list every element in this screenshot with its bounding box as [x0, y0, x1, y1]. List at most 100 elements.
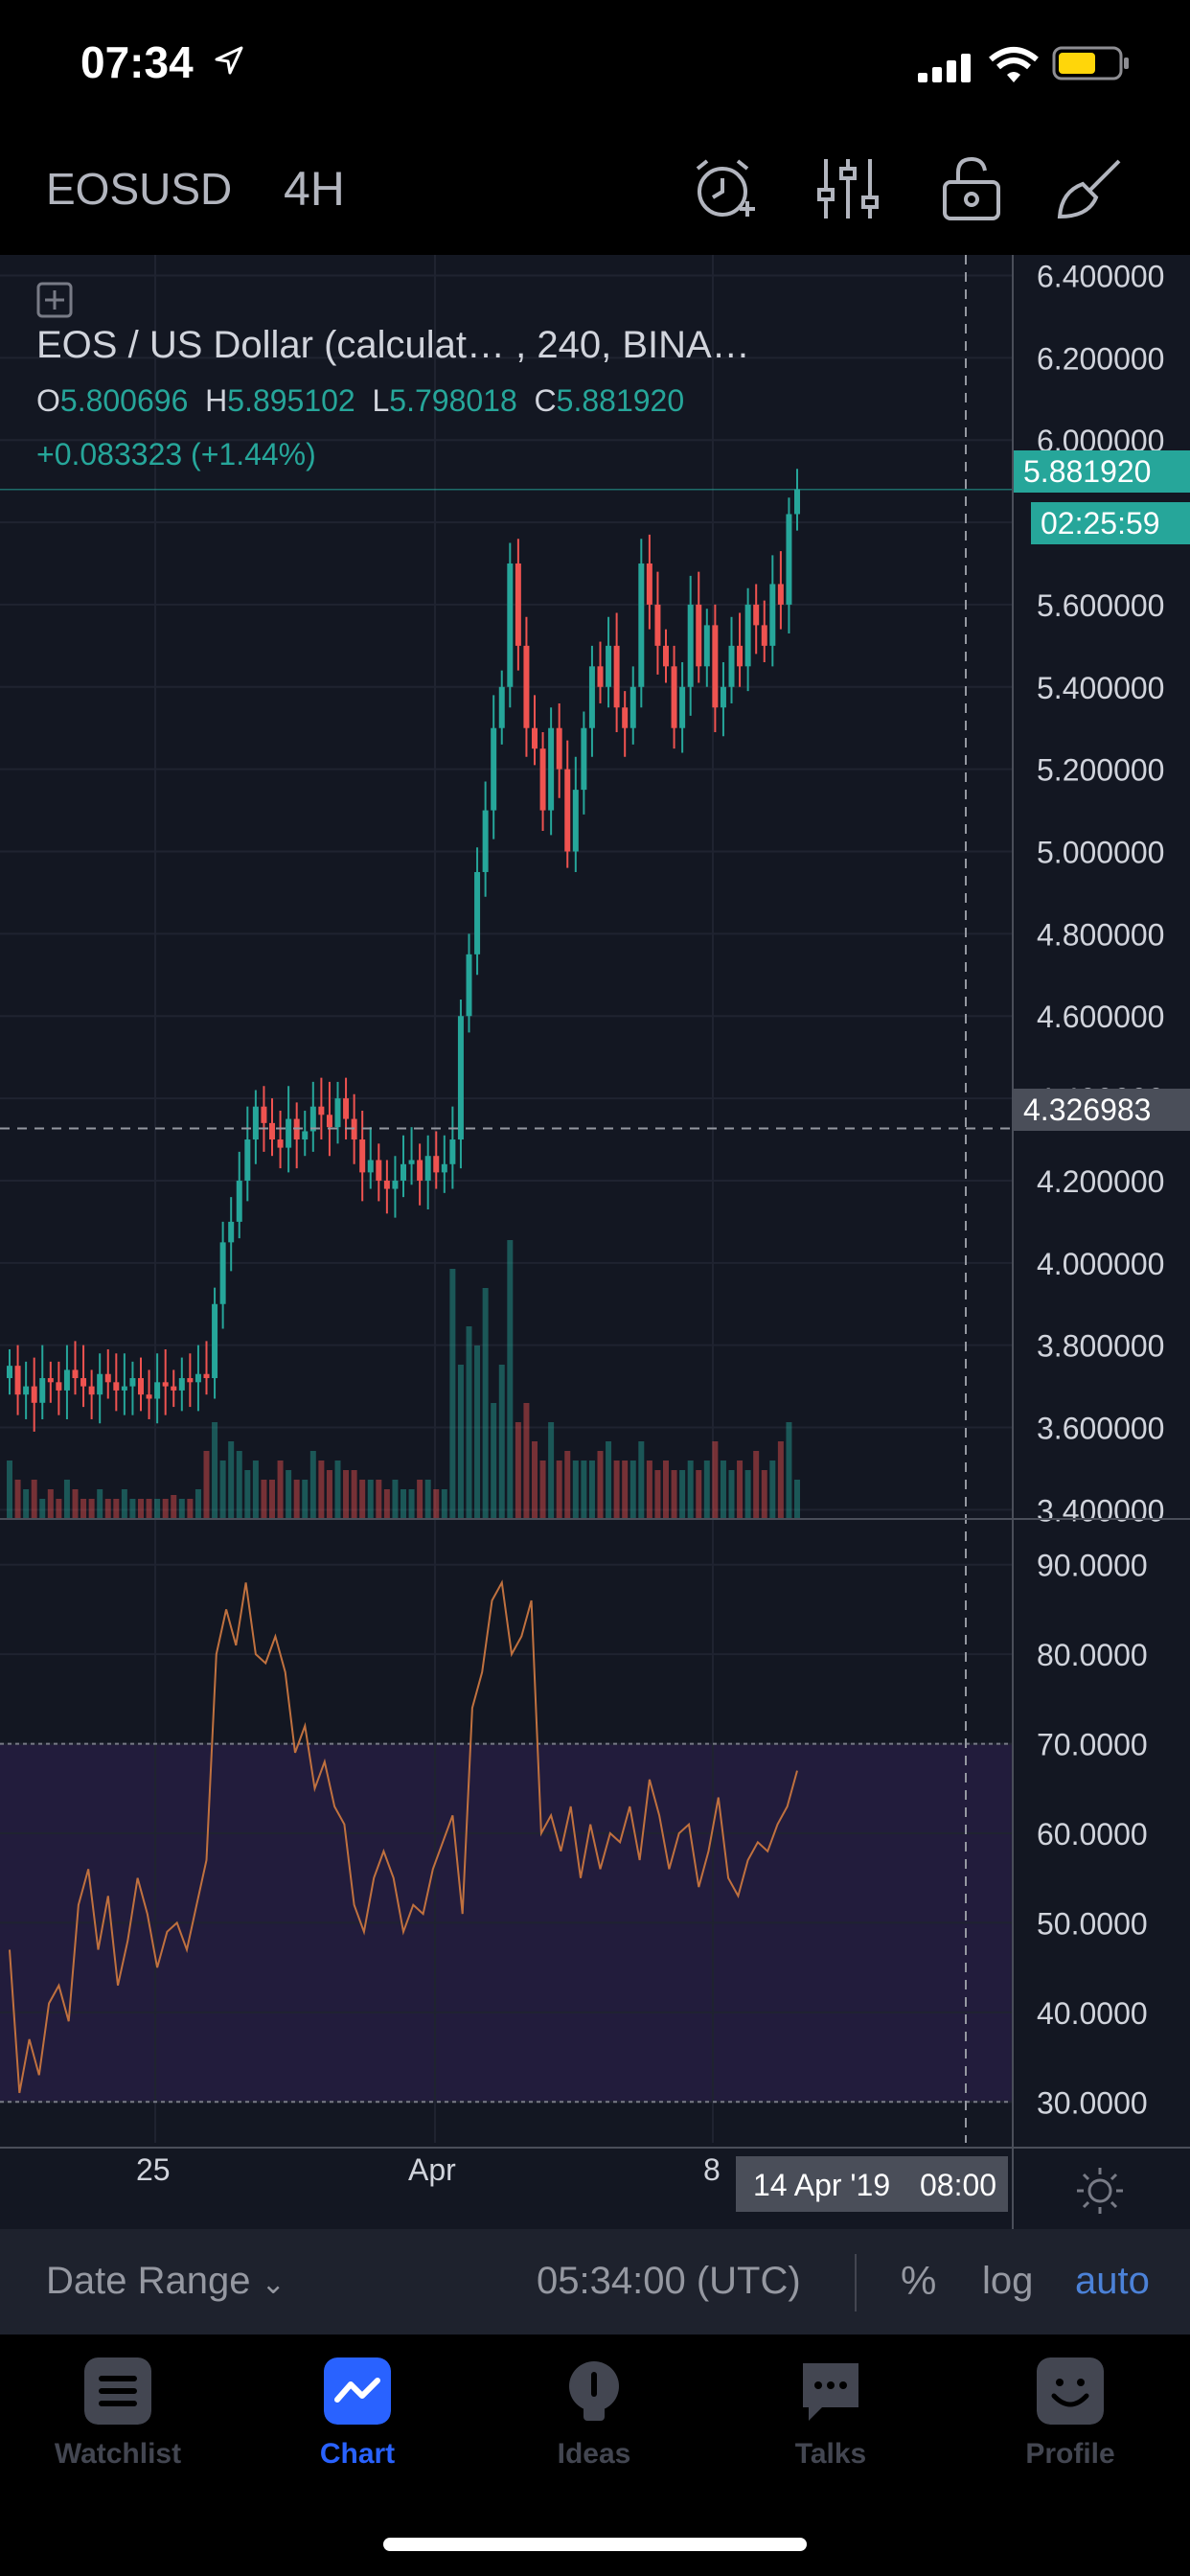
price-axis-label: 3.600000	[1037, 1412, 1164, 1446]
candle-body	[588, 666, 595, 728]
volume-bar	[138, 1499, 144, 1518]
candle-body	[663, 645, 669, 667]
candle-body	[629, 686, 636, 728]
candle-body	[457, 1016, 464, 1140]
candle-body	[417, 1160, 423, 1181]
candle-body	[326, 1115, 332, 1128]
auto-scale-toggle[interactable]: auto	[1075, 2260, 1150, 2302]
indicators-settings-icon[interactable]	[812, 153, 883, 224]
volume-bar	[293, 1480, 300, 1518]
price-axis-label: 5.600000	[1037, 588, 1164, 623]
volume-bar	[794, 1480, 800, 1518]
price-chart[interactable]: 6.4000006.2000006.0000005.8000005.600000…	[0, 255, 1190, 2143]
crosshair-date-tag: 14 Apr '19 08:00	[736, 2156, 1008, 2212]
percent-scale-toggle[interactable]: %	[901, 2258, 937, 2303]
date-range-button[interactable]: Date Range ⌄	[46, 2260, 286, 2303]
tab-watchlist[interactable]: Watchlist	[22, 2358, 214, 2471]
volume-bar	[457, 1365, 464, 1518]
volume-bar	[261, 1480, 267, 1518]
crosshair-price-tag: 4.326983	[1014, 1089, 1190, 1131]
candle-body	[539, 748, 546, 811]
drawing-tools-icon[interactable]	[1054, 153, 1125, 224]
volume-bar	[507, 1240, 514, 1518]
volume-bar	[564, 1451, 571, 1518]
volume-bar	[195, 1489, 201, 1518]
volume-bar	[309, 1451, 316, 1518]
volume-bar	[482, 1288, 489, 1518]
volume-bar	[7, 1460, 12, 1518]
symbol-button[interactable]: EOSUSD	[46, 164, 233, 214]
candle-body	[309, 1106, 316, 1132]
log-scale-toggle[interactable]: log	[982, 2260, 1034, 2302]
volume-bar	[654, 1470, 661, 1518]
price-axis-label: 5.000000	[1037, 836, 1164, 870]
candle-body	[728, 645, 735, 687]
chart-title[interactable]: EOS / US Dollar (calculat… , 240, BINA…	[36, 324, 750, 366]
candle-body	[564, 769, 571, 852]
last-price-tag: 5.881920	[1014, 450, 1190, 493]
candle-body	[474, 871, 481, 954]
candle-body	[433, 1156, 440, 1173]
tab-chart[interactable]: Chart	[262, 2358, 453, 2471]
volume-bar	[572, 1460, 579, 1518]
chart-toolbar	[0, 134, 1190, 255]
volume-bar	[744, 1470, 751, 1518]
volume-bar	[39, 1499, 46, 1518]
volume-bar	[113, 1499, 120, 1518]
volume-bar	[703, 1460, 710, 1518]
candle-body	[606, 645, 612, 687]
candle-body	[491, 727, 497, 811]
candle-body	[556, 727, 562, 770]
volume-bar	[72, 1489, 79, 1518]
price-axis-label: 4.000000	[1037, 1247, 1164, 1281]
candle-body	[523, 645, 530, 728]
candle-body	[154, 1382, 161, 1399]
volume-bar	[351, 1470, 357, 1518]
candle-body	[23, 1386, 30, 1395]
interval-button[interactable]: 4H	[284, 162, 345, 216]
open-value: 5.800696	[59, 383, 189, 418]
tab-label: Ideas	[557, 2438, 631, 2470]
alarm-add-icon[interactable]	[688, 153, 759, 224]
tab-profile[interactable]: Profile	[974, 2358, 1166, 2471]
unlock-icon[interactable]	[937, 153, 1008, 224]
candle-body	[712, 625, 719, 708]
expand-legend-icon[interactable]	[36, 282, 73, 318]
candle-body	[786, 514, 792, 605]
volume-bar	[646, 1460, 652, 1518]
volume-bar	[129, 1499, 136, 1518]
volume-bar	[31, 1480, 37, 1518]
volume-bar	[556, 1460, 562, 1518]
price-axis-label: 6.400000	[1037, 259, 1164, 293]
tab-talks[interactable]: Talks	[735, 2358, 927, 2471]
volume-bar	[466, 1326, 472, 1518]
volume-bar	[236, 1451, 242, 1518]
volume-bar	[687, 1460, 694, 1518]
rsi-axis-label: 50.0000	[1037, 1906, 1148, 1941]
rsi-line	[9, 1579, 798, 2094]
crosshair-date: 14 Apr '19	[753, 2168, 891, 2202]
candle-body	[532, 727, 538, 749]
price-axis-label: 6.200000	[1037, 341, 1164, 376]
candle-body	[622, 707, 629, 728]
candle-body	[548, 727, 555, 811]
tab-label: Talks	[794, 2438, 867, 2470]
candle-body	[581, 727, 587, 791]
pane-separator[interactable]	[0, 1518, 1190, 1520]
candle-body	[720, 686, 726, 708]
cellular-signal-icon	[918, 54, 971, 82]
volume-bar	[334, 1460, 341, 1518]
utc-clock[interactable]: 05:34:00 (UTC)	[537, 2260, 801, 2302]
tab-ideas[interactable]: Ideas	[498, 2358, 690, 2471]
crosshair-time: 08:00	[920, 2168, 997, 2202]
candle-body	[47, 1378, 54, 1383]
candle-body	[679, 686, 686, 728]
sun-icon[interactable]	[1075, 2166, 1125, 2216]
candle-body	[424, 1156, 431, 1181]
candle-body	[138, 1378, 144, 1395]
volume-bar	[629, 1460, 636, 1518]
volume-bar	[679, 1470, 686, 1518]
volume-bar	[277, 1460, 284, 1518]
candle-body	[753, 604, 760, 626]
bottom-toolbar	[0, 2229, 1190, 2334]
